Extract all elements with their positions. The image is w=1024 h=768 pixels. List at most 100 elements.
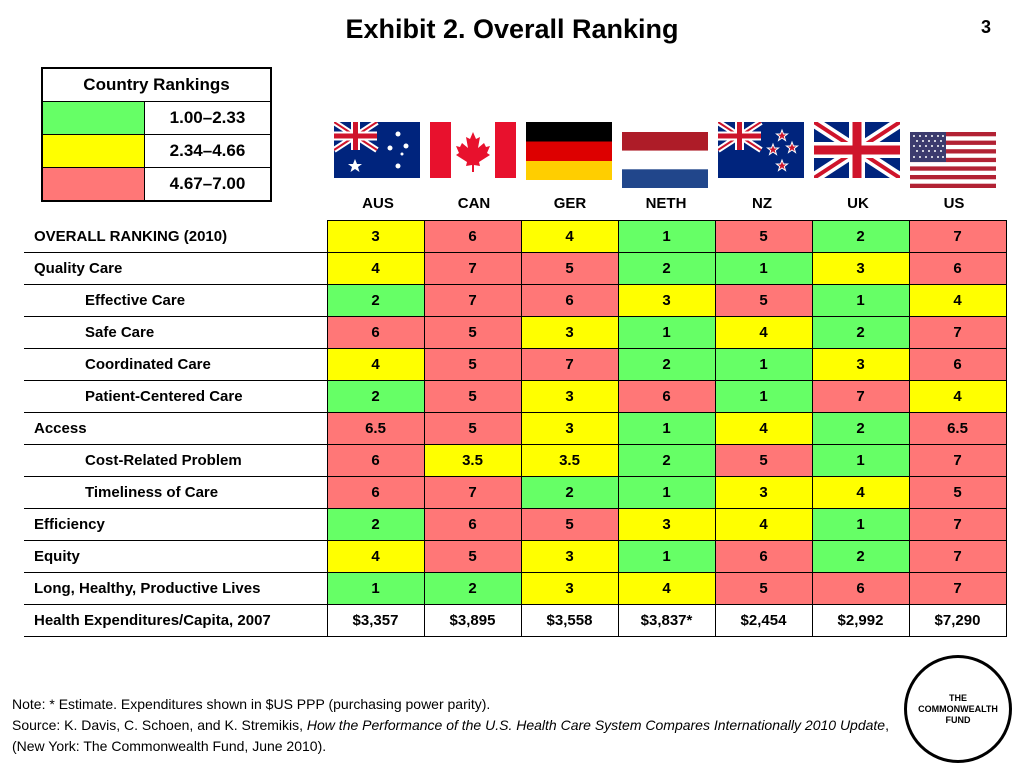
rank-cell-ger: $3,558 bbox=[520, 604, 619, 637]
rank-cell-neth: 1 bbox=[617, 540, 716, 573]
rank-cell-nz: 5 bbox=[714, 220, 813, 253]
rank-cell-uk: 2 bbox=[811, 412, 910, 445]
source-title: How the Performance of the U.S. Health C… bbox=[306, 717, 886, 733]
rank-cell-neth: 1 bbox=[617, 476, 716, 509]
row-label: Cost-Related Problem bbox=[24, 444, 328, 477]
rank-cell-ger: 3 bbox=[520, 572, 619, 605]
rank-cell-nz: 5 bbox=[714, 284, 813, 317]
ranking-table: OVERALL RANKING (2010) 3 6 4 1 5 2 7 Quality Car… bbox=[24, 220, 1007, 637]
row-label: Coordinated Care bbox=[24, 348, 328, 381]
rank-cell-us: 5 bbox=[908, 476, 1007, 509]
logo-line: FUND bbox=[945, 714, 971, 725]
legend-range: 2.34–4.66 bbox=[144, 134, 272, 168]
rank-cell-can: 5 bbox=[423, 316, 522, 349]
row-label: Efficiency bbox=[24, 508, 328, 541]
rank-cell-nz: 4 bbox=[714, 508, 813, 541]
logo-line: COMMONWEALTH bbox=[918, 703, 998, 714]
rank-cell-uk: 3 bbox=[811, 348, 910, 381]
rank-cell-can: 5 bbox=[423, 412, 522, 445]
table-row: OVERALL RANKING (2010) 3 6 4 1 5 2 7 bbox=[24, 220, 1007, 253]
rank-cell-us: 4 bbox=[908, 284, 1007, 317]
rank-cell-uk: 3 bbox=[811, 252, 910, 285]
rank-cell-can: 6 bbox=[423, 220, 522, 253]
table-row: Safe Care 6 5 3 1 4 2 7 bbox=[24, 316, 1007, 349]
rank-cell-can: $3,895 bbox=[423, 604, 522, 637]
rank-cell-us: 7 bbox=[908, 540, 1007, 573]
legend-swatch-red bbox=[41, 167, 145, 202]
country-label-uk: UK bbox=[847, 195, 869, 212]
row-label: Long, Healthy, Productive Lives bbox=[24, 572, 328, 605]
rank-cell-aus: 2 bbox=[326, 508, 425, 541]
rank-cell-nz: 3 bbox=[714, 476, 813, 509]
country-label-can: CAN bbox=[457, 195, 491, 212]
table-row: Timeliness of Care 6 7 2 1 3 4 5 bbox=[24, 476, 1007, 509]
rank-cell-aus: 4 bbox=[326, 252, 425, 285]
rank-cell-ger: 6 bbox=[520, 284, 619, 317]
rank-cell-ger: 3 bbox=[520, 540, 619, 573]
rank-cell-neth: 2 bbox=[617, 252, 716, 285]
source-prefix: Source: K. Davis, C. Schoen, and K. Stre… bbox=[12, 717, 307, 733]
rank-cell-nz: 5 bbox=[714, 444, 813, 477]
rank-cell-uk: 4 bbox=[811, 476, 910, 509]
row-label: OVERALL RANKING (2010) bbox=[24, 220, 328, 253]
rank-cell-neth: 1 bbox=[617, 316, 716, 349]
rank-cell-can: 7 bbox=[423, 284, 522, 317]
row-label: Quality Care bbox=[24, 252, 328, 285]
netherlands-flag-icon bbox=[618, 122, 713, 190]
rank-cell-neth: 2 bbox=[617, 348, 716, 381]
rank-cell-aus: 1 bbox=[326, 572, 425, 605]
rank-cell-aus: 2 bbox=[326, 380, 425, 413]
rank-cell-us: $7,290 bbox=[908, 604, 1007, 637]
rank-cell-nz: 1 bbox=[714, 380, 813, 413]
table-row: Coordinated Care 4 5 7 2 1 3 6 bbox=[24, 348, 1007, 381]
rank-cell-aus: 6.5 bbox=[326, 412, 425, 445]
rank-cell-uk: $2,992 bbox=[811, 604, 910, 637]
rank-cell-ger: 3 bbox=[520, 380, 619, 413]
rank-cell-uk: 6 bbox=[811, 572, 910, 605]
us-flag-icon bbox=[906, 122, 1001, 190]
rank-cell-us: 7 bbox=[908, 220, 1007, 253]
table-row: Long, Healthy, Productive Lives 1 2 3 4 5 6 7 bbox=[24, 572, 1007, 605]
rank-cell-neth: 2 bbox=[617, 444, 716, 477]
table-row: Efficiency 2 6 5 3 4 1 7 bbox=[24, 508, 1007, 541]
rank-cell-ger: 5 bbox=[520, 252, 619, 285]
legend-range: 4.67–7.00 bbox=[144, 167, 272, 202]
rank-cell-us: 7 bbox=[908, 572, 1007, 605]
rank-cell-neth: 4 bbox=[617, 572, 716, 605]
rank-cell-us: 6 bbox=[908, 348, 1007, 381]
canada-flag-icon bbox=[426, 122, 521, 190]
rank-cell-aus: $3,357 bbox=[326, 604, 425, 637]
rank-cell-can: 3.5 bbox=[423, 444, 522, 477]
footer-note: Note: * Estimate. Expenditures shown in … bbox=[12, 696, 491, 712]
rank-cell-ger: 7 bbox=[520, 348, 619, 381]
rank-cell-aus: 6 bbox=[326, 476, 425, 509]
rank-cell-nz: 5 bbox=[714, 572, 813, 605]
table-row: Effective Care 2 7 6 3 5 1 4 bbox=[24, 284, 1007, 317]
rank-cell-can: 7 bbox=[423, 252, 522, 285]
footer-notes: Note: * Estimate. Expenditures shown in … bbox=[12, 694, 892, 757]
rank-cell-nz: 1 bbox=[714, 348, 813, 381]
country-label-aus: AUS bbox=[362, 195, 394, 212]
rank-cell-can: 5 bbox=[423, 380, 522, 413]
rank-cell-can: 7 bbox=[423, 476, 522, 509]
rank-cell-aus: 2 bbox=[326, 284, 425, 317]
rank-cell-uk: 1 bbox=[811, 284, 910, 317]
rank-cell-us: 7 bbox=[908, 316, 1007, 349]
uk-flag-icon bbox=[810, 122, 905, 190]
rank-cell-us: 7 bbox=[908, 444, 1007, 477]
rank-cell-us: 6.5 bbox=[908, 412, 1007, 445]
logo-line: THE bbox=[948, 692, 967, 703]
country-label-ger: GER bbox=[553, 195, 587, 212]
rank-cell-aus: 6 bbox=[326, 316, 425, 349]
legend-swatch-yellow bbox=[41, 134, 145, 168]
new-zealand-flag-icon bbox=[714, 122, 809, 190]
country-label-us: US bbox=[943, 195, 965, 212]
rank-cell-neth: 3 bbox=[617, 508, 716, 541]
legend-header: Country Rankings bbox=[41, 67, 272, 102]
row-label: Patient-Centered Care bbox=[24, 380, 328, 413]
rank-cell-neth: 6 bbox=[617, 380, 716, 413]
rank-cell-can: 2 bbox=[423, 572, 522, 605]
rank-cell-nz: 4 bbox=[714, 412, 813, 445]
row-label: Access bbox=[24, 412, 328, 445]
rank-cell-nz: 1 bbox=[714, 252, 813, 285]
